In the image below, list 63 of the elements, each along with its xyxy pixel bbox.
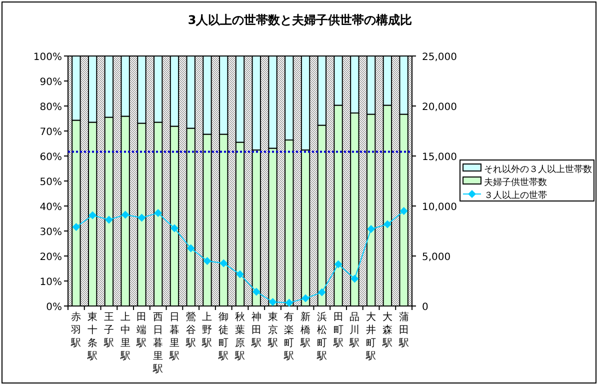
x-tick-label: 秋葉原駅	[234, 311, 245, 362]
point	[367, 225, 376, 233]
y2-tick-label: 25,000	[422, 52, 457, 63]
legend-label: それ以外の３人以上世帯数	[484, 164, 592, 175]
y-tick-label: 80%	[40, 102, 62, 113]
point	[220, 259, 228, 268]
x-tick-label: 王子駅	[102, 312, 114, 349]
point	[350, 274, 359, 283]
y2-tick-label: 0	[422, 302, 428, 313]
x-tick-label: 日暮里駅	[168, 312, 180, 362]
point	[170, 224, 178, 232]
point	[121, 210, 130, 219]
x-tick-label: 大森駅	[381, 311, 392, 349]
chart-title: 3人以上の世帯数と夫婦子供世帯の構成比	[188, 13, 412, 27]
point	[268, 298, 277, 306]
x-tick-label: 上中里駅	[119, 311, 130, 362]
x-tick-label: 田端駅	[136, 312, 147, 349]
point	[334, 260, 342, 268]
point	[285, 298, 294, 307]
x-tick-label: 御徒町駅	[218, 312, 229, 362]
point	[186, 244, 195, 252]
point	[203, 257, 212, 265]
y-tick-label: 50%	[40, 177, 62, 188]
y-tick-label: 0%	[46, 302, 62, 313]
point	[236, 270, 244, 278]
x-tick-label: 神田駅	[250, 311, 262, 349]
x-tick-label: 西日暮里駅	[152, 312, 164, 375]
x-tick-label: 東京駅	[266, 311, 278, 349]
point	[72, 223, 80, 231]
y-tick-label: 30%	[40, 227, 62, 238]
point	[400, 207, 408, 215]
x-tick-label: 田町駅	[332, 312, 344, 349]
y-tick-label: 20%	[40, 252, 62, 263]
y-tick-label: 70%	[40, 127, 62, 138]
y-tick-label: 100%	[33, 52, 62, 63]
x-tick-label: 新橋駅	[300, 311, 311, 349]
y2-tick-label: 5,000	[422, 252, 451, 263]
y2-tick-label: 20,000	[422, 102, 457, 113]
y-tick-label: 10%	[40, 277, 62, 288]
x-tick-label: 鶯谷駅	[184, 311, 196, 349]
x-tick-label: 大井町駅	[365, 311, 376, 362]
x-tick-label: 品川駅	[348, 312, 360, 349]
y-tick-label: 90%	[40, 77, 62, 88]
x-tick-label: 東十条駅	[86, 311, 98, 362]
legend-label: ３人以上の世帯	[484, 190, 547, 201]
point	[252, 288, 260, 296]
x-tick-label: 浜松町駅	[316, 311, 327, 362]
point	[383, 220, 392, 228]
x-tick-label: 有楽町駅	[283, 311, 294, 362]
y2-tick-label: 10,000	[422, 202, 457, 213]
legend-label: 夫婦子供世帯数	[484, 177, 547, 188]
y2-tick-label: 15,000	[422, 152, 457, 163]
point	[302, 294, 310, 302]
x-tick-label: 蒲田駅	[398, 311, 409, 349]
x-tick-label: 赤羽駅	[70, 311, 82, 349]
y-tick-label: 60%	[40, 152, 62, 163]
y-tick-label: 40%	[40, 202, 62, 213]
point	[138, 214, 146, 222]
point	[88, 211, 97, 220]
point	[154, 209, 162, 217]
point	[318, 288, 326, 296]
x-tick-label: 上野駅	[201, 311, 212, 349]
point	[104, 216, 113, 224]
